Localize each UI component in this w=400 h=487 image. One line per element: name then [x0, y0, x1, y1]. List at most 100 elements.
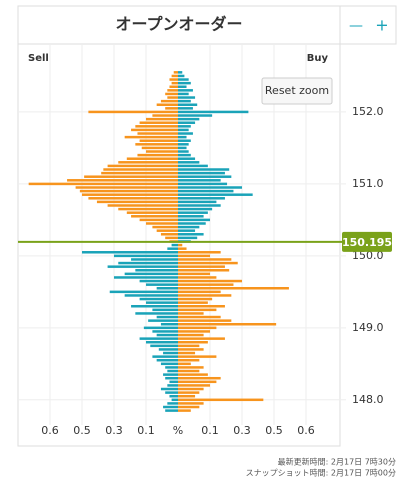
sell-bar: [139, 218, 178, 222]
buy-bar: [178, 132, 193, 135]
buy-bar: [178, 243, 183, 247]
sell-bar: [88, 197, 178, 200]
minus-button[interactable]: —: [349, 18, 363, 34]
buy-bar: [178, 207, 213, 211]
sell-bar: [171, 398, 178, 402]
buy-bar: [178, 398, 264, 402]
sell-bar: [165, 391, 178, 394]
sell-bar: [139, 121, 178, 124]
buy-bar: [178, 258, 232, 261]
sell-bar: [139, 337, 178, 340]
buy-bar: [178, 261, 238, 265]
buy-bar: [178, 78, 189, 81]
title-box: [17, 5, 341, 45]
sell-bar: [169, 394, 178, 398]
buy-bar: [178, 128, 189, 132]
buy-bar: [178, 315, 221, 319]
buy-bar: [178, 247, 187, 250]
buy-bar: [178, 81, 191, 85]
buy-bar: [178, 182, 228, 186]
buy-bar: [178, 276, 217, 279]
sell-bar: [137, 132, 178, 135]
sell-bar: [160, 322, 178, 326]
sell-bar: [139, 139, 178, 142]
buy-bar: [178, 344, 200, 348]
sell-bar: [171, 81, 178, 85]
buy-bar: [178, 135, 187, 139]
sell-bar: [114, 276, 178, 279]
sell-label: Sell: [28, 53, 49, 64]
x-tick-label: 0.3: [233, 424, 251, 437]
buy-bar: [178, 96, 196, 99]
buy-bar: [178, 103, 198, 106]
buy-bar: [178, 225, 200, 229]
buy-bar: [178, 117, 200, 121]
buy-bar: [178, 107, 193, 110]
buy-bar: [178, 265, 225, 268]
buy-bar: [178, 308, 217, 312]
sell-bar: [171, 243, 178, 247]
sell-bar: [126, 157, 178, 160]
buy-bar: [178, 312, 204, 315]
reset-zoom-button[interactable]: [261, 77, 333, 105]
sell-bar: [82, 251, 178, 254]
buy-bar: [178, 369, 200, 373]
x-tick-label: 0.6: [41, 424, 59, 437]
sell-bar: [156, 287, 178, 290]
x-tick-label: 0.6: [297, 424, 315, 437]
sell-bar: [118, 161, 178, 164]
sell-bar: [152, 114, 178, 117]
sell-bar: [96, 200, 178, 204]
buy-bar: [178, 74, 185, 78]
x-tick-label: 0.1: [137, 424, 155, 437]
sell-bar: [131, 305, 178, 308]
sell-bar: [148, 319, 178, 322]
reset-zoom-text[interactable]: Reset zoom: [265, 84, 329, 97]
sell-bar: [169, 78, 178, 81]
sell-bar: [146, 117, 178, 121]
buy-bar: [178, 114, 213, 117]
buy-bar: [178, 333, 204, 337]
buy-bar: [178, 301, 208, 304]
buy-bar: [178, 233, 204, 236]
buy-bar: [178, 294, 232, 297]
buy-bar: [178, 171, 225, 175]
y-tick-label: 148.0: [352, 393, 384, 406]
buy-bar: [178, 161, 200, 164]
sell-bar: [165, 107, 178, 110]
buy-bar: [178, 394, 196, 398]
button-box: [339, 5, 397, 45]
sell-bar: [146, 301, 178, 304]
x-tick-label: 0.1: [201, 424, 219, 437]
sell-bar: [165, 409, 178, 412]
sell-bar: [79, 189, 178, 193]
sell-bar: [163, 373, 178, 376]
sell-bar: [67, 179, 178, 182]
plus-button[interactable]: +: [375, 16, 388, 35]
sell-bar: [156, 229, 178, 232]
sell-bar: [131, 258, 178, 261]
sell-bar: [165, 376, 178, 380]
sell-bar: [137, 153, 178, 157]
sell-bar: [88, 110, 178, 114]
sell-bar: [156, 103, 178, 106]
sell-bar: [103, 168, 178, 171]
buy-bar: [178, 409, 191, 412]
sell-bar: [143, 326, 178, 330]
sell-bar: [82, 193, 178, 196]
buy-bar: [178, 326, 217, 330]
buy-bar: [178, 139, 191, 142]
buy-bar: [178, 348, 204, 351]
buy-bar: [178, 229, 196, 232]
buy-bar: [178, 279, 242, 283]
buy-bar: [178, 272, 210, 276]
snapshot-time: スナップショット時間: 2月17日 7時00分: [246, 469, 396, 478]
buy-bar: [178, 355, 217, 358]
sell-bar: [124, 272, 178, 276]
sell-bar: [124, 294, 178, 297]
buy-bar: [178, 218, 210, 222]
buy-bar: [178, 143, 189, 146]
buy-bar: [178, 92, 189, 96]
sell-bar: [165, 236, 178, 240]
buy-bar: [178, 358, 200, 362]
